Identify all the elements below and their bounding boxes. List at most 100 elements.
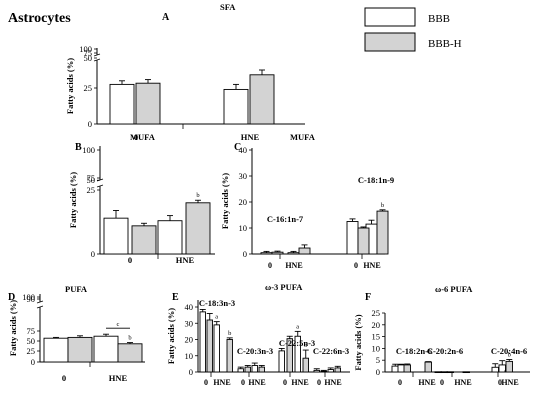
group-label: C-22:5n-3 xyxy=(279,338,315,348)
panel-title: PUFA xyxy=(65,284,88,294)
x-tick-label: 0 xyxy=(241,378,245,387)
axis-break-mark xyxy=(36,300,44,304)
x-tick-label: HNE xyxy=(501,378,518,387)
y-tick-label: 75 xyxy=(84,48,93,58)
x-tick-label: HNE xyxy=(454,378,471,387)
bar-bbb-h-bar xyxy=(446,371,454,374)
y-tick-label: 100 xyxy=(22,292,35,302)
panel-c: C MUFA 0 10 20 30 40 Fatty acids (%) 0 HNE C-16:1n… xyxy=(220,132,394,270)
group-0: 0 HNE C-16:1n-7 xyxy=(260,214,311,270)
panel-title: ω-3 PUFA xyxy=(265,282,303,292)
bar-bbb-h-bar xyxy=(206,319,213,373)
y-tick-label: 25 xyxy=(27,346,36,356)
bar-bbb-h-bar xyxy=(334,367,341,373)
legend-swatch-bbb xyxy=(364,7,416,27)
bar-bbb-bar xyxy=(237,368,244,373)
axis-break-mark xyxy=(93,58,101,62)
y-axis-label: Fatty acids (%) xyxy=(166,308,176,364)
y-tick-label: 0 xyxy=(243,249,247,259)
group-label: C-20:4n-6 xyxy=(491,346,527,356)
x-tick-label: HNE xyxy=(363,261,380,270)
group-label: C-16:1n-7 xyxy=(267,214,304,224)
x-tick-label: 0 xyxy=(134,132,138,142)
bar-bbb-bar xyxy=(109,83,135,125)
bar-bbb-bar xyxy=(391,365,399,373)
bar-bbb-h-bar xyxy=(185,202,211,255)
significance-label: b xyxy=(381,202,384,209)
group-2: 0 HNE C-20:4n-6b xyxy=(491,346,527,387)
x-tick-label: HNE xyxy=(285,261,302,270)
bar-bbb-h-bar xyxy=(302,357,309,373)
bar-bbb-h-bar xyxy=(424,361,432,373)
significance-label: a xyxy=(296,323,299,330)
y-tick-label: 10 xyxy=(239,223,248,233)
x-tick-label: 0 xyxy=(317,378,321,387)
x-tick-label: HNE xyxy=(324,378,341,387)
x-tick-label: HNE xyxy=(213,378,230,387)
y-tick-label: 40 xyxy=(239,145,248,155)
bar-bbb-h-bar xyxy=(505,360,513,373)
bar-bbb-bar xyxy=(327,369,334,373)
bar-bbb-h-bar xyxy=(357,227,370,255)
x-tick-label: HNE xyxy=(109,373,128,383)
x-tick-label: HNE xyxy=(176,255,195,265)
group-label: C-18:2n-6 xyxy=(396,346,432,356)
y-tick-label: 20 xyxy=(185,335,194,345)
significance-label: b xyxy=(508,351,511,358)
bar-bbb-bar xyxy=(397,364,405,373)
significance-label: b xyxy=(304,342,307,349)
significance-label: b xyxy=(196,192,199,199)
y-axis-label: Fatty acids (%) xyxy=(8,300,18,356)
bar-bbb-bar xyxy=(223,88,249,125)
group-1: 0 HNE C-20:2n-6 xyxy=(427,346,472,387)
x-tick-label: 0 xyxy=(283,378,287,387)
y-tick-label: 30 xyxy=(185,318,194,328)
y-tick-label: 10 xyxy=(372,343,381,353)
bar-bbb-bar xyxy=(287,252,300,255)
x-tick-label: 0 xyxy=(204,378,208,387)
bar-bbb-bar xyxy=(278,350,285,373)
bar-bbb-bar xyxy=(491,366,499,373)
significance-label: b xyxy=(228,330,231,337)
group-label: C-22:6n-3 xyxy=(313,346,349,356)
bar-bbb-h-bar xyxy=(298,247,311,255)
y-axis-label: Fatty acids (%) xyxy=(353,314,363,370)
x-tick-label: 0 xyxy=(62,373,66,383)
y-tick-label: 75 xyxy=(27,326,36,336)
group-label: C-20:2n-6 xyxy=(427,346,463,356)
bar-bbb-h-bar xyxy=(67,336,93,363)
panel-letter: C xyxy=(234,142,241,153)
axis-break-mark xyxy=(96,184,104,188)
y-tick-label: 30 xyxy=(239,171,248,181)
significance-label: b xyxy=(128,335,131,342)
significance-label: a xyxy=(215,314,218,321)
y-tick-label: 20 xyxy=(372,320,381,330)
legend-label-bbb: BBB xyxy=(428,13,450,25)
x-tick-label: HNE xyxy=(248,378,265,387)
panel-title: MUFA xyxy=(130,132,156,142)
bar-bbb-bar xyxy=(260,252,273,255)
bar-bbb-h-bar xyxy=(117,343,143,363)
bar-bbb-h-bar xyxy=(462,371,470,374)
axis-break-mark xyxy=(93,53,101,57)
y-tick-label: 10 xyxy=(185,351,194,361)
x-tick-label: HNE xyxy=(291,378,308,387)
panel-letter: F xyxy=(365,292,371,303)
y-tick-label: 75 xyxy=(87,173,96,183)
group-1: 0 HNE C-18:1n-9 b xyxy=(346,175,394,270)
x-tick-label: 0 xyxy=(268,261,272,270)
bar-bbb-bar xyxy=(213,324,220,373)
y-tick-label: 25 xyxy=(84,83,93,93)
x-tick-label: 0 xyxy=(498,378,502,387)
bar-bbb-h-bar xyxy=(249,74,275,125)
bar-bbb-bar xyxy=(251,365,258,373)
y-tick-label: 100 xyxy=(82,145,95,155)
bar-bbb-h-bar xyxy=(244,366,251,373)
panel-letter: A xyxy=(162,12,170,23)
bar-bbb-bar xyxy=(103,217,129,255)
panel-letter: E xyxy=(172,292,179,303)
